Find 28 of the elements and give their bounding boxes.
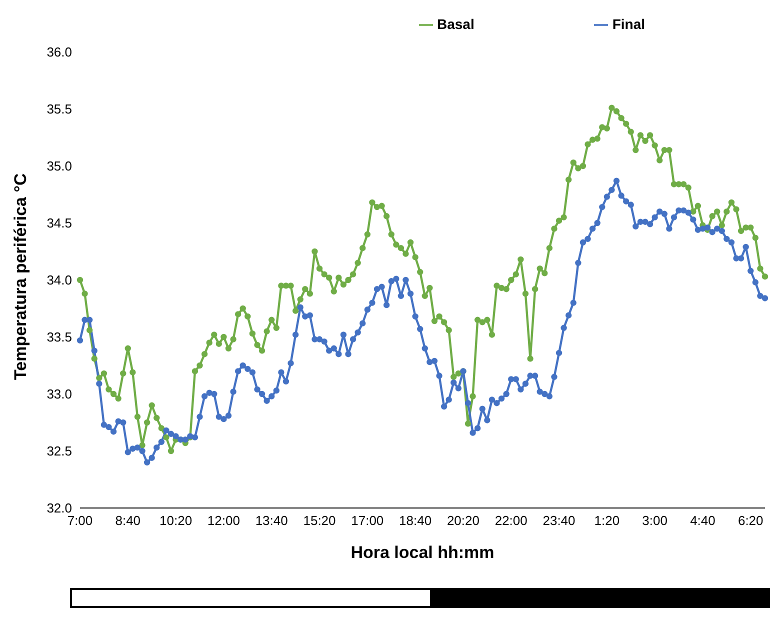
x-tick-label: 10:20 (160, 513, 192, 528)
legend-label: Final (612, 16, 645, 32)
x-tick-label: 22:00 (494, 513, 528, 528)
x-tick-label: 6:20 (738, 513, 764, 528)
x-axis-title: Hora local hh:mm (350, 543, 494, 562)
x-tick-label: 18:40 (399, 513, 432, 528)
y-tick-label: 36.0 (46, 44, 72, 60)
x-tick-label: 8:40 (115, 513, 141, 528)
y-tick-label: 33.0 (46, 386, 72, 402)
y-tick-label: 32.5 (46, 444, 72, 459)
x-tick-label: 23:40 (542, 513, 576, 528)
y-tick-label: 34.5 (46, 216, 72, 231)
y-axis-title: Temperatura periférica °C (11, 173, 30, 380)
y-tick-label: 33.5 (46, 330, 72, 345)
y-tick-label: 35.0 (46, 158, 72, 174)
x-tick-label: 4:40 (690, 513, 716, 528)
y-tick-label: 32.0 (46, 500, 72, 516)
y-tick-label: 35.5 (46, 102, 72, 117)
x-tick-label: 13:40 (255, 513, 288, 528)
x-tick-label: 15:20 (303, 513, 336, 528)
legend-label: Basal (436, 16, 474, 32)
x-tick-label: 12:00 (207, 513, 240, 528)
x-tick-label: 3:00 (642, 513, 668, 528)
x-tick-label: 1:20 (594, 513, 620, 528)
y-tick-label: 34.0 (46, 272, 72, 288)
x-tick-label: 7:00 (67, 513, 93, 528)
x-tick-label: 20:20 (446, 513, 480, 528)
x-tick-label: 17:00 (351, 513, 384, 528)
